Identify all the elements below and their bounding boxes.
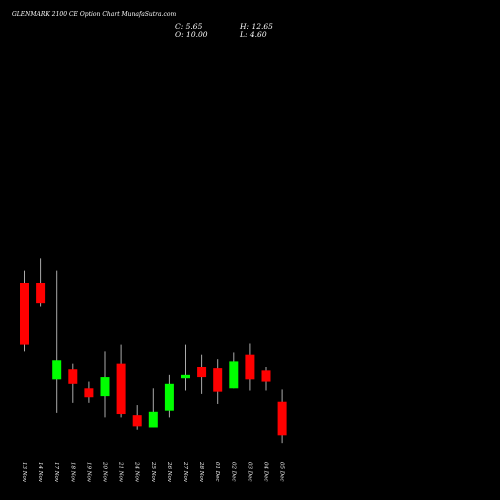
high-value: H: 12.65 (240, 22, 273, 31)
candle-body (116, 363, 126, 415)
open-value: O: 10.00 (175, 30, 208, 39)
candle (148, 388, 158, 428)
x-tick-label: 03 Dec (246, 462, 252, 482)
candle (197, 354, 207, 394)
candle (116, 344, 126, 418)
candle (84, 381, 94, 403)
chart-title: GLENMARK 2100 CE Option Chart MunafaSutr… (12, 11, 177, 18)
candle-body (245, 354, 255, 380)
x-tick-label: 04 Dec (263, 462, 269, 482)
candle-body (52, 360, 62, 380)
candle (181, 344, 190, 391)
candle-body (68, 369, 78, 384)
candle (261, 367, 271, 391)
candle (245, 343, 255, 391)
x-tick-label: 24 Nov (134, 461, 140, 483)
candle-body (213, 368, 223, 392)
x-tick-label: 02 Dec (230, 462, 236, 482)
x-tick-label: 20 Nov (102, 461, 108, 483)
candle (213, 359, 223, 404)
x-axis-labels: 13 Nov 14 Nov 17 Nov 18 Nov 19 Nov 20 Nov 21 N… (21, 461, 285, 483)
x-tick-label: 21 Nov (118, 461, 124, 483)
candle-body (84, 388, 94, 398)
candle-body (132, 415, 142, 427)
candle-body (181, 374, 190, 379)
x-tick-label: 01 Dec (214, 462, 220, 482)
x-tick-label: 27 Nov (182, 461, 188, 483)
candle (277, 389, 287, 444)
candle-body (197, 367, 207, 378)
candle-body (100, 377, 110, 397)
candles (20, 258, 287, 444)
x-tick-label: 05 Dec (279, 462, 285, 482)
candle (100, 351, 110, 418)
candle-body (148, 411, 158, 428)
candle (20, 270, 29, 352)
x-tick-label: 19 Nov (85, 462, 91, 483)
x-tick-label: 26 Nov (166, 461, 172, 483)
candle-body (261, 370, 271, 382)
candle (164, 374, 174, 418)
candle-body (164, 383, 174, 411)
x-tick-label: 13 Nov (21, 462, 27, 483)
candle-body (277, 401, 287, 436)
low-value: L: 4.60 (240, 30, 267, 39)
candle-body (20, 283, 29, 345)
candle (68, 363, 78, 403)
x-tick-label: 17 Nov (53, 462, 59, 483)
x-tick-label: 14 Nov (37, 462, 43, 483)
x-tick-label: 25 Nov (150, 461, 156, 483)
close-value: C: 5.65 (175, 22, 203, 31)
candle (229, 352, 239, 389)
candle-body (36, 283, 46, 304)
x-tick-label: 18 Nov (69, 462, 75, 483)
candle (52, 270, 62, 413)
x-tick-label: 28 Nov (198, 461, 204, 483)
candle-body (229, 361, 239, 389)
candle (36, 258, 46, 307)
candle (132, 405, 142, 430)
